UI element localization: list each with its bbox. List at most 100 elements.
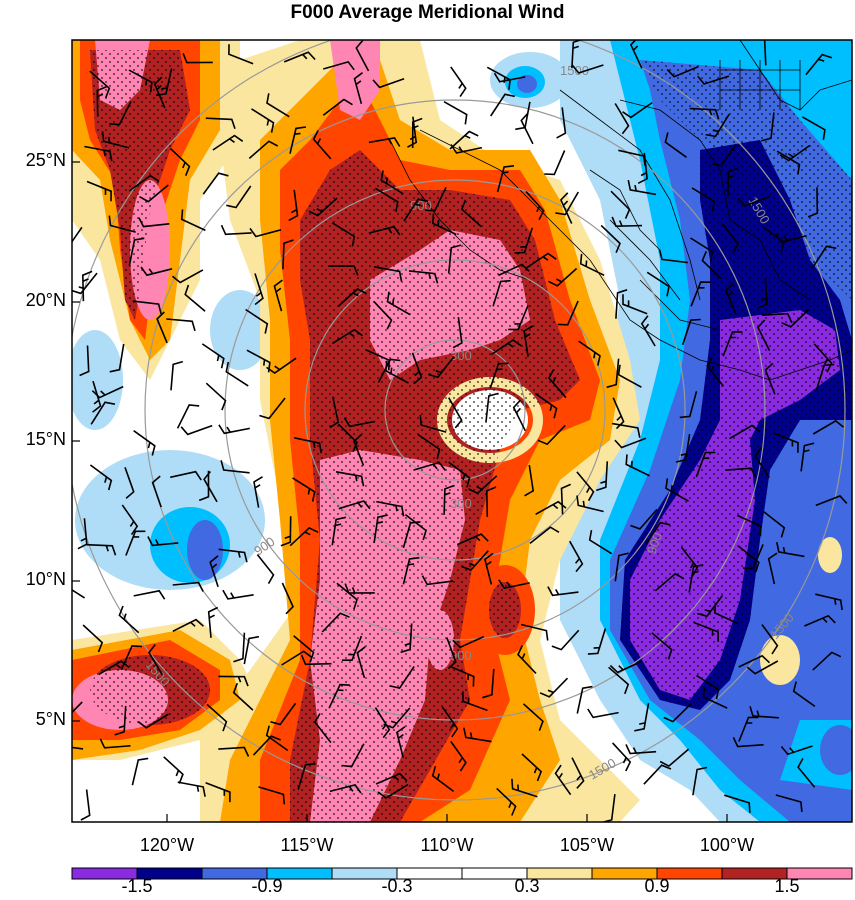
wind-barb [248, 140, 279, 160]
lat-label-5n: 5°N [35, 709, 66, 729]
wind-barb [402, 521, 421, 549]
wind-barb [804, 614, 836, 627]
wind-barb [571, 64, 604, 74]
wind-barb [551, 629, 580, 651]
wind-barb [205, 117, 236, 130]
wind-barb [337, 423, 358, 453]
wind-barb [355, 40, 370, 72]
wind-barb [283, 51, 316, 63]
wind-barb [483, 552, 494, 585]
wind-barb [490, 93, 515, 117]
wind-barb [441, 706, 459, 738]
axis-ticks [72, 161, 728, 822]
range-ring-1200 [144, 99, 766, 721]
wind-barb [266, 357, 297, 374]
wind-barb [688, 564, 704, 593]
wind-barb [490, 339, 522, 356]
wind-barb [384, 360, 409, 384]
wind-barb [72, 701, 83, 714]
wind-barb [176, 404, 200, 429]
wind-barb [121, 504, 139, 536]
wind-barb [353, 434, 365, 466]
wind-barb [663, 702, 692, 723]
wind-barb [640, 315, 656, 347]
wind-barb [431, 765, 455, 793]
wind-barb [544, 150, 566, 176]
wind-barb [125, 530, 146, 556]
wind-barb [622, 101, 653, 119]
wind-barb [705, 113, 730, 138]
wind-barb [402, 556, 420, 585]
wind-barb [576, 495, 604, 513]
wind-barb [450, 66, 467, 98]
wind-barb [737, 195, 770, 207]
wind-barb [711, 143, 737, 167]
wind-barb [775, 794, 803, 812]
wind-barb [209, 555, 219, 588]
wind-barb [419, 414, 447, 433]
wind-barb [222, 589, 254, 600]
wind-barb [781, 308, 810, 328]
wind-barb [812, 419, 844, 435]
lat-label-25n: 25°N [25, 150, 66, 170]
wind-barb [80, 789, 91, 821]
wind-barb [449, 665, 475, 687]
range-ring-600 [304, 259, 606, 561]
wind-barb [525, 252, 557, 269]
wind-barb [555, 191, 579, 216]
lat-label-20n: 20°N [25, 290, 66, 310]
wind-barb [498, 579, 530, 590]
wind-barb [815, 363, 835, 391]
ring-label-300-south: 300 [450, 496, 472, 511]
wind-barb [713, 602, 739, 625]
wind-barb [86, 543, 117, 556]
wind-barb [180, 209, 206, 232]
lat-label-10n: 10°N [25, 569, 66, 589]
wind-barb [696, 674, 720, 700]
wind-barb [522, 703, 544, 731]
wind-barb [443, 101, 468, 125]
wind-barb [380, 170, 404, 195]
wind-barb [170, 360, 184, 391]
wind-barb [520, 112, 534, 145]
wind-barb [689, 107, 720, 120]
wind-barb [489, 362, 509, 389]
wind-barb [805, 53, 833, 76]
wind-barb [170, 470, 202, 481]
range-ring-1500 [72, 40, 846, 801]
wind-barb [736, 514, 762, 537]
wind-barb [634, 703, 650, 732]
wind-barb [120, 645, 143, 671]
wind-barb [462, 691, 488, 712]
wind-barb [456, 533, 489, 546]
wind-barb [331, 516, 347, 546]
wind-barb [225, 361, 249, 387]
wind-barb [815, 495, 848, 507]
wind-barb [508, 305, 529, 331]
wind-barb [156, 311, 168, 344]
ring-label-1500: 1500 [560, 63, 589, 78]
wind-barb [252, 735, 282, 756]
wind-barb [629, 40, 643, 69]
wind-barb [395, 725, 406, 758]
wind-barb [792, 681, 816, 708]
wind-barb [293, 635, 315, 663]
wind-barb [622, 294, 648, 315]
lon-label-110w: 110°W [420, 835, 474, 855]
wind-barb [529, 526, 560, 545]
wind-barb [253, 476, 263, 508]
wind-barb [386, 291, 411, 316]
wind-barb [133, 589, 166, 600]
colorbar [71, 867, 853, 880]
wind-barb [282, 239, 294, 270]
wind-barb [294, 437, 322, 454]
wind-barb [92, 380, 102, 413]
wind-barb [675, 433, 691, 463]
wind-barb [205, 782, 231, 803]
wind-barb [273, 279, 283, 312]
wind-barbs [72, 40, 848, 822]
wind-barb [331, 328, 363, 345]
wind-barb [774, 233, 807, 244]
wind-barb [557, 300, 579, 326]
wind-barb [373, 514, 388, 544]
